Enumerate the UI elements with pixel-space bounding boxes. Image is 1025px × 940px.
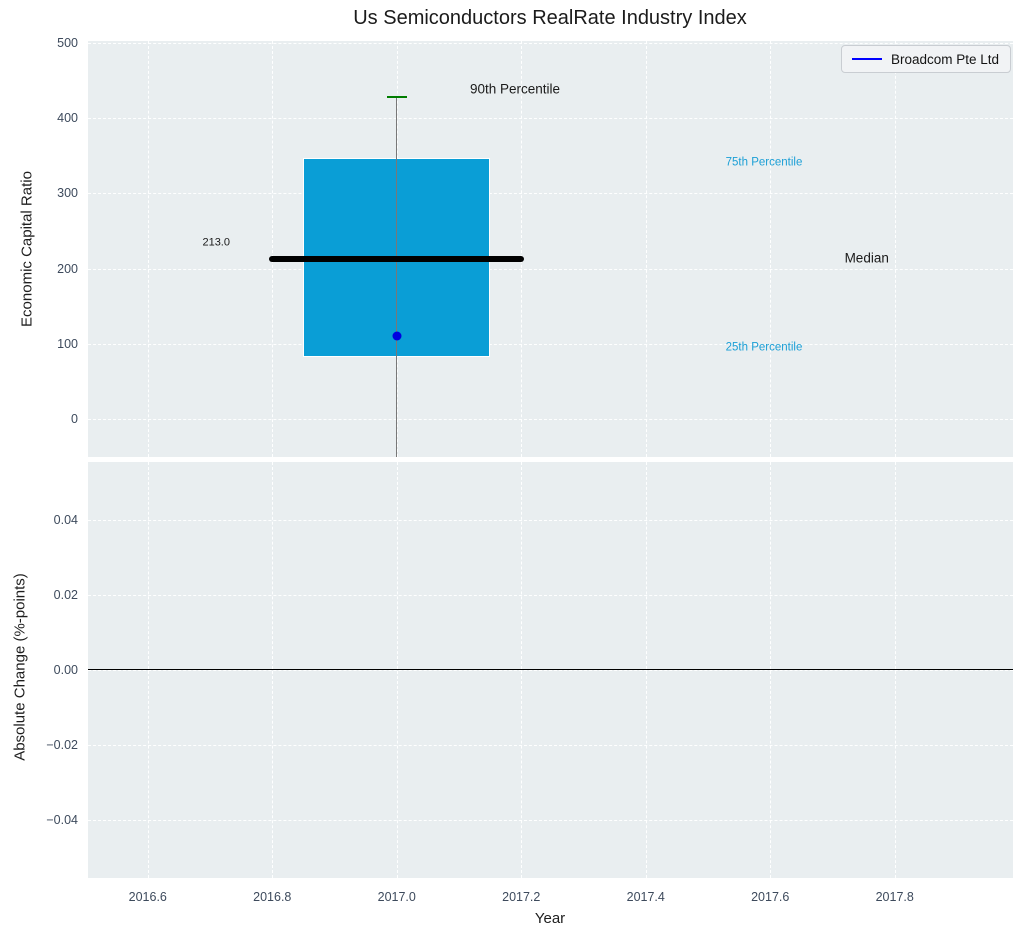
gridline-horizontal bbox=[88, 744, 1013, 746]
x-tick-label: 2016.8 bbox=[253, 890, 292, 904]
x-tick-label: 2017.4 bbox=[626, 890, 665, 904]
gridline-horizontal bbox=[88, 670, 1013, 671]
gridline-vertical bbox=[645, 41, 647, 457]
y-tick-label: −0.02 bbox=[46, 737, 78, 752]
gridline-horizontal bbox=[88, 42, 1013, 44]
annotation-75th-percentile: 75th Percentile bbox=[725, 156, 803, 169]
legend-line-sample-icon bbox=[851, 58, 882, 60]
x-tick-label: 2017.0 bbox=[377, 890, 416, 904]
annotation-median: Median bbox=[844, 250, 889, 266]
legend[interactable]: Broadcom Pte Ltd bbox=[840, 45, 1011, 73]
gridline-vertical bbox=[521, 41, 523, 457]
y-tick-label: 400 bbox=[57, 110, 78, 125]
p90-cap-mark bbox=[386, 95, 407, 99]
zero-baseline bbox=[88, 669, 1013, 671]
legend-label: Broadcom Pte Ltd bbox=[890, 51, 999, 67]
gridline-horizontal bbox=[88, 118, 1013, 120]
x-tick-label: 2017.6 bbox=[751, 890, 790, 904]
x-axis-label: Year bbox=[534, 910, 566, 927]
gridline-horizontal bbox=[88, 520, 1013, 522]
y-tick-label: 300 bbox=[57, 186, 78, 201]
axes-bottom-absolute-change bbox=[88, 462, 1013, 878]
y-tick-label: 0.04 bbox=[53, 512, 78, 527]
gridline-vertical bbox=[147, 41, 149, 457]
chart-title: Us Semiconductors RealRate Industry Inde… bbox=[353, 7, 747, 29]
y-axis-label-bottom: Absolute Change (%-points) bbox=[11, 573, 29, 761]
annotation-25th-percentile: 25th Percentile bbox=[725, 341, 803, 354]
gridline-horizontal bbox=[88, 193, 1013, 195]
x-tick-label: 2017.8 bbox=[875, 890, 914, 904]
x-tick-label: 2017.2 bbox=[502, 890, 541, 904]
median-line bbox=[269, 255, 525, 263]
gridline-vertical bbox=[770, 41, 772, 457]
gridline-horizontal bbox=[88, 419, 1013, 421]
y-tick-label: 200 bbox=[57, 261, 78, 276]
annotation-213-0: 213.0 bbox=[202, 236, 230, 249]
axes-top-economic-capital-ratio: 90th Percentile 75th Percentile Median 25th… bbox=[88, 41, 1013, 457]
y-tick-label: 500 bbox=[57, 35, 78, 50]
whisker-line bbox=[395, 97, 398, 457]
gridline-horizontal bbox=[88, 819, 1013, 821]
company-data-point bbox=[392, 331, 402, 341]
gridline-vertical bbox=[894, 41, 896, 457]
y-tick-label: 100 bbox=[57, 336, 78, 351]
x-tick-label: 2016.6 bbox=[128, 890, 167, 904]
y-tick-label: 0.00 bbox=[53, 662, 78, 677]
y-axis-label-top: Economic Capital Ratio bbox=[18, 171, 36, 327]
gridline-horizontal bbox=[88, 595, 1013, 597]
gridline-horizontal bbox=[88, 344, 1013, 346]
gridline-vertical bbox=[272, 41, 274, 457]
gridline-horizontal bbox=[88, 268, 1013, 270]
y-tick-label: 0.02 bbox=[53, 587, 78, 602]
y-tick-label: −0.04 bbox=[46, 812, 78, 827]
annotation-90th-percentile: 90th Percentile bbox=[469, 80, 561, 96]
y-tick-label: 0 bbox=[71, 412, 78, 427]
